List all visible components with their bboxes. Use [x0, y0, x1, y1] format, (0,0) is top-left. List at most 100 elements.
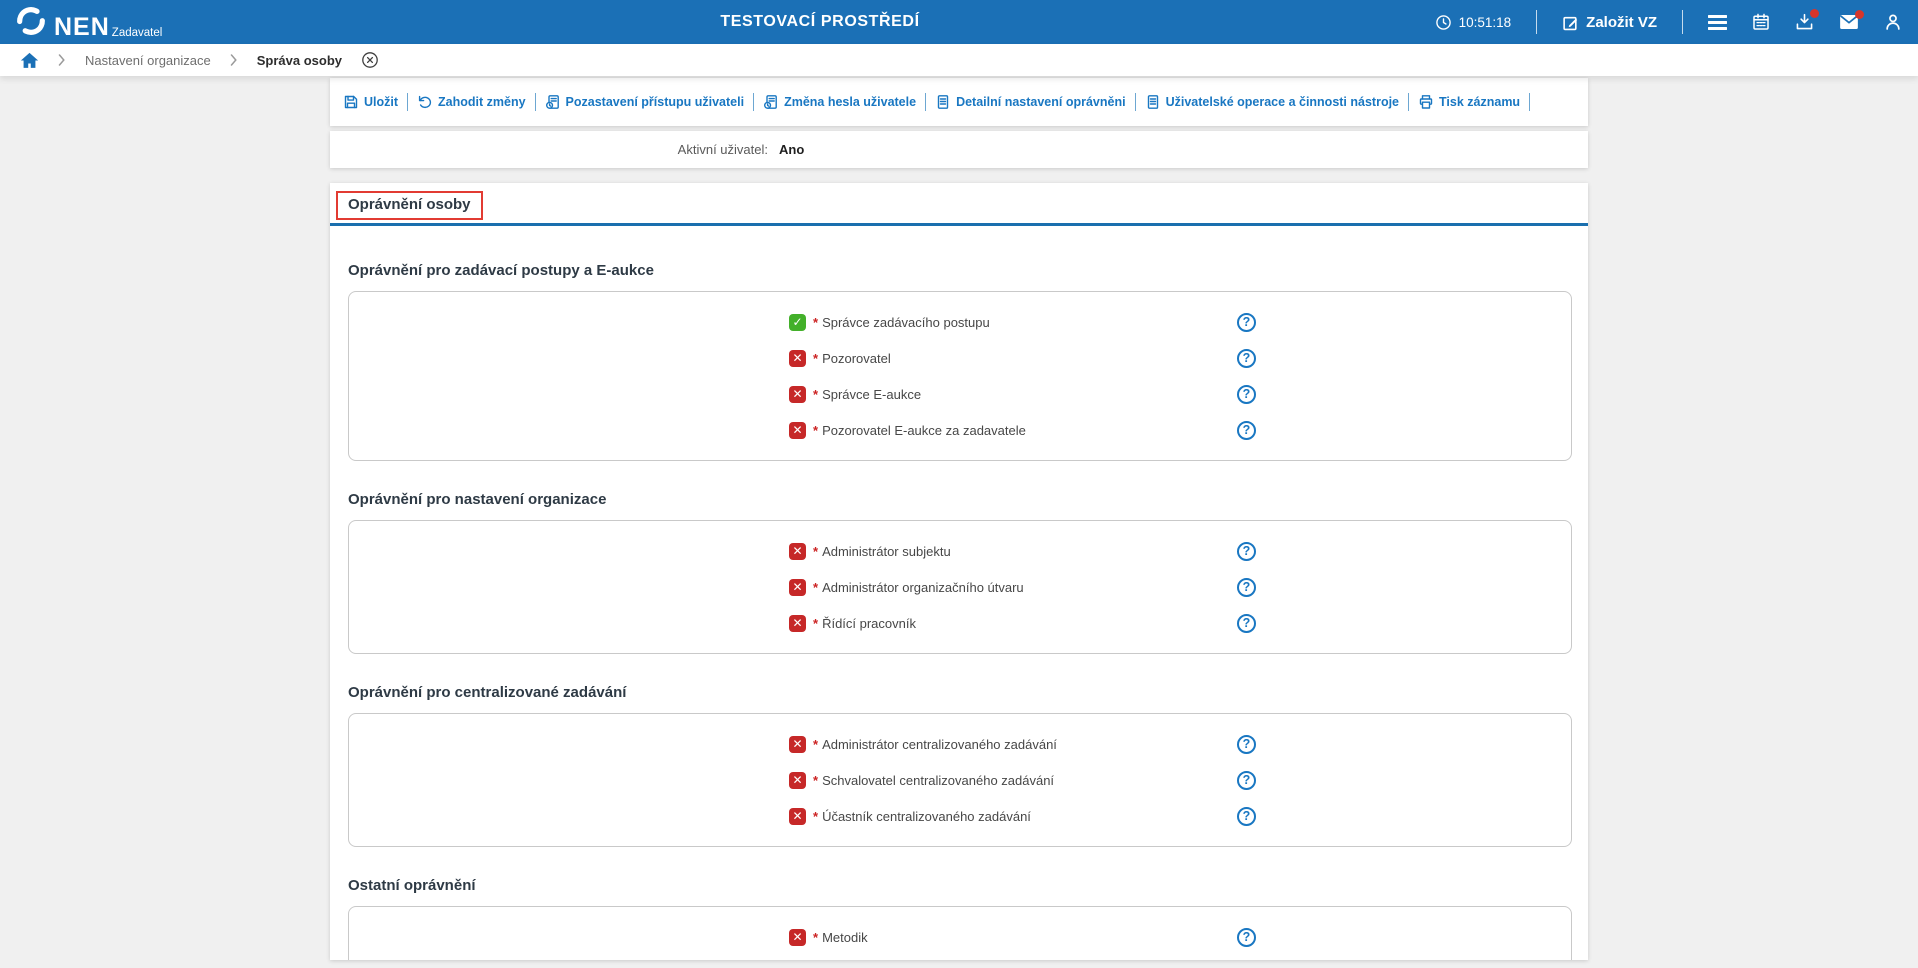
save-button[interactable]: Uložit: [336, 90, 405, 114]
help-icon[interactable]: ?: [1237, 577, 1256, 597]
permission-row: * Pozorovatel E-aukce za zadavatele ?: [349, 412, 1571, 448]
required-asterisk: *: [813, 314, 819, 330]
document-icon: [1147, 95, 1158, 109]
permissions-panel: * Administrátor subjektu ? * Administrát…: [348, 520, 1572, 654]
nen-logo-icon: [17, 7, 45, 35]
checkbox-icon[interactable]: [789, 614, 806, 632]
help-icon[interactable]: ?: [1237, 927, 1256, 947]
user-icon: [1886, 14, 1900, 30]
checkbox-icon[interactable]: [789, 807, 806, 825]
menu-button[interactable]: [1708, 14, 1727, 31]
permission-label: Pozorovatel: [822, 350, 891, 366]
detailed-permission-settings-button[interactable]: Detailní nastavení oprávněni: [928, 90, 1133, 114]
help-icon[interactable]: ?: [1237, 613, 1256, 633]
suspend-user-access-button[interactable]: Pozastavení přístupu uživateli: [538, 90, 752, 114]
breadcrumb-item-nastaveni-organizace[interactable]: Nastavení organizace: [85, 52, 211, 68]
permission-label: Řídící pracovník: [822, 615, 916, 631]
help-icon[interactable]: ?: [1237, 734, 1256, 754]
brand-subtitle: Zadavatel: [111, 27, 163, 39]
calendar-button[interactable]: [1752, 13, 1770, 31]
edit-icon: [1563, 16, 1578, 30]
home-icon[interactable]: [20, 52, 39, 69]
required-asterisk: *: [813, 422, 819, 438]
toolbar-label: Uložit: [364, 95, 399, 109]
required-asterisk: *: [813, 386, 819, 402]
toolbar-label: Uživatelské operace a činnosti nástroje: [1165, 95, 1400, 109]
checkbox-icon[interactable]: [789, 928, 806, 946]
permission-row: * Administrátor organizačního útvaru ?: [349, 569, 1571, 605]
section-title: Oprávnění pro zadávací postupy a E-aukce: [348, 262, 654, 279]
close-icon: [362, 52, 378, 68]
action-toolbar: Uložit Zahodit změny Pozastavení přístup…: [330, 78, 1588, 126]
help-icon[interactable]: ?: [1237, 541, 1256, 561]
help-icon[interactable]: ?: [1237, 312, 1256, 332]
print-record-button[interactable]: Tisk záznamu: [1411, 90, 1527, 114]
toolbar-label: Pozastavení přístupu uživateli: [565, 95, 745, 109]
mail-notification-badge: [1855, 10, 1864, 19]
discard-changes-button[interactable]: Zahodit změny: [410, 90, 533, 114]
save-icon: [344, 95, 358, 109]
required-asterisk: *: [813, 543, 819, 559]
help-icon[interactable]: ?: [1237, 770, 1256, 790]
clock-icon: [1435, 14, 1451, 30]
section-title: Oprávnění pro centralizované zadávání: [348, 684, 627, 701]
help-icon[interactable]: ?: [1237, 806, 1256, 826]
inbox-notification-badge: [1810, 9, 1819, 18]
checkbox-icon[interactable]: [789, 771, 806, 789]
header-divider: [1536, 10, 1538, 34]
mail-icon: [1840, 14, 1858, 30]
permission-row: * Schvalovatel centralizovaného zadávání…: [349, 762, 1571, 798]
section-title: Oprávnění pro nastavení organizace: [348, 491, 607, 508]
active-user-label: Aktivní uživatel:: [677, 142, 768, 157]
toolbar-label: Zahodit změny: [438, 95, 526, 109]
toolbar-divider: [753, 93, 755, 111]
help-icon[interactable]: ?: [1237, 384, 1256, 404]
undo-icon: [418, 95, 432, 109]
required-asterisk: *: [813, 929, 819, 945]
checkbox-icon[interactable]: [789, 421, 806, 439]
permission-label: Správce zadávacího postupu: [822, 314, 990, 330]
user-profile-button[interactable]: [1884, 13, 1902, 31]
active-user-bar: Aktivní uživatel: Ano: [330, 131, 1588, 168]
header-divider: [1682, 10, 1683, 34]
help-icon[interactable]: ?: [1237, 420, 1256, 440]
checkbox-icon[interactable]: [789, 735, 806, 753]
required-asterisk: *: [813, 736, 819, 752]
app-logo[interactable]: NEN Zadavatel: [14, 4, 162, 40]
mail-button[interactable]: [1839, 10, 1864, 30]
permission-row: * Řídící pracovník ?: [349, 605, 1571, 641]
create-vz-button[interactable]: Založit VZ: [1562, 14, 1657, 31]
toolbar-label: Tisk záznamu: [1439, 95, 1521, 109]
permission-label: Metodik: [822, 929, 868, 945]
tab-opravneni-osoby[interactable]: Oprávnění osoby: [336, 191, 483, 220]
change-user-password-button[interactable]: Změna hesla uživatele: [756, 90, 923, 114]
user-clock-icon: [545, 95, 559, 109]
calendar-icon: [1753, 13, 1769, 30]
help-icon[interactable]: ?: [1237, 348, 1256, 368]
checkbox-icon[interactable]: [789, 578, 806, 596]
permission-row: * Administrátor subjektu ?: [349, 533, 1571, 569]
checkbox-icon[interactable]: [789, 313, 806, 331]
permissions-panel: * Správce zadávacího postupu ? * Pozorov…: [348, 291, 1572, 461]
checkbox-icon[interactable]: [789, 349, 806, 367]
menu-icon: [1708, 14, 1727, 30]
permission-label: Pozorovatel E-aukce za zadavatele: [822, 422, 1026, 438]
checkbox-icon[interactable]: [789, 385, 806, 403]
user-operations-button[interactable]: Uživatelské operace a činnosti nástroje: [1138, 90, 1406, 114]
permission-label: Správce E-aukce: [822, 386, 922, 402]
active-user-value: Ano: [779, 142, 805, 157]
document-icon: [937, 95, 949, 109]
permission-label: Administrátor subjektu: [822, 543, 951, 559]
toolbar-divider: [1134, 93, 1136, 111]
inbox-button[interactable]: [1795, 9, 1819, 31]
app-header: NEN Zadavatel TESTOVACÍ PROSTŘEDÍ 10:51:…: [0, 0, 1918, 44]
user-clock-icon: [764, 95, 777, 109]
header-actions: 10:51:18 Založit VZ: [1435, 0, 1902, 44]
create-vz-label: Založit VZ: [1586, 13, 1657, 31]
toolbar-divider: [407, 93, 409, 111]
close-page-button[interactable]: [361, 51, 379, 69]
toolbar-label: Detailní nastavení oprávněni: [956, 95, 1126, 109]
checkbox-icon[interactable]: [789, 542, 806, 560]
breadcrumb-item-sprava-osoby[interactable]: Správa osoby: [256, 52, 343, 68]
chevron-right-icon: [58, 54, 65, 66]
